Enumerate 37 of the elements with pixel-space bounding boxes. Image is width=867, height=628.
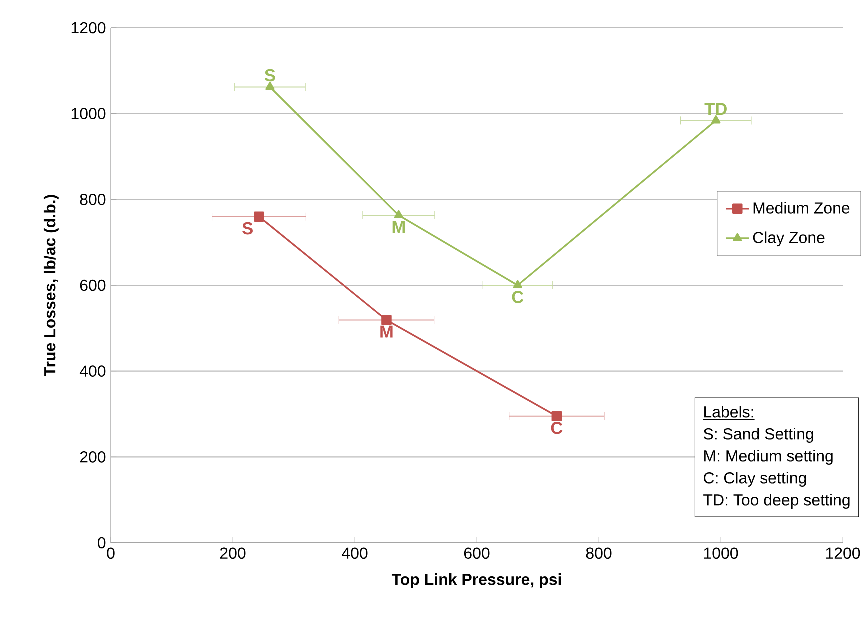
- y-tick-label: 800: [80, 194, 106, 206]
- x-tick-label: 800: [586, 548, 612, 560]
- point: [394, 210, 404, 219]
- point: [266, 82, 275, 90]
- y-axis-title: True Losses, lb/ac (d.b.): [44, 195, 59, 376]
- annotation: Labels:: [704, 406, 754, 418]
- x-tick-label: 200: [220, 548, 246, 560]
- y-tick-label: 200: [80, 452, 106, 463]
- y-tick-label: 600: [80, 280, 106, 292]
- point: [513, 280, 522, 288]
- point: [382, 315, 392, 326]
- x-axis-title: Top Link Pressure, psi: [392, 574, 562, 588]
- annotation: S: [264, 69, 276, 82]
- annotation: M: [392, 221, 405, 234]
- legend-label: Clay Zone: [753, 232, 825, 247]
- y-tick-label: 1000: [72, 108, 106, 120]
- y-tick-label: 0: [98, 537, 106, 549]
- x-tick-label: 600: [464, 548, 490, 560]
- y-tick-label: 1200: [72, 22, 106, 34]
- annotation: M: Medium setting: [704, 450, 833, 465]
- point: [712, 116, 721, 124]
- y-tick-label: 400: [80, 366, 106, 377]
- point: [552, 411, 562, 422]
- annotation: C: Clay setting: [704, 472, 806, 487]
- annotation: S: Sand Setting: [704, 428, 814, 443]
- annotation: TD: [704, 103, 727, 116]
- legend-label: Medium Zone: [754, 202, 850, 214]
- annotation: TD: Too deep setting: [704, 494, 850, 509]
- annotation: C: [512, 291, 524, 304]
- annotation: S: [242, 222, 253, 235]
- annotation: M: [380, 326, 393, 338]
- point: [254, 212, 264, 222]
- x-tick-label: 400: [342, 548, 368, 560]
- x-tick-label: 1000: [704, 548, 738, 560]
- x-tick-label: 1200: [826, 548, 860, 560]
- annotation: C: [551, 422, 563, 434]
- x-tick-label: 0: [107, 548, 115, 560]
